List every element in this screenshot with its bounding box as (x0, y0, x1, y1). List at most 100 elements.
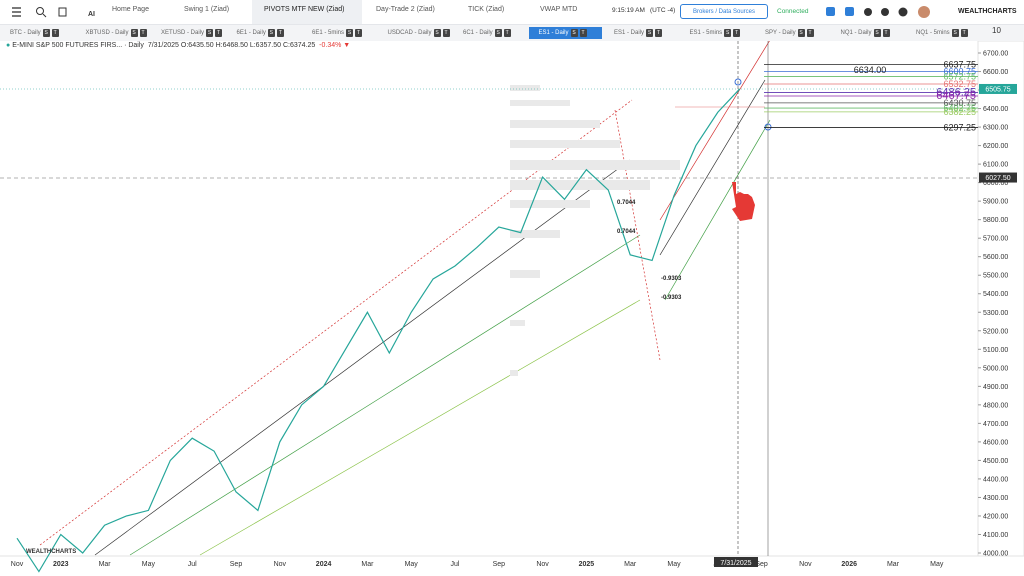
clock: 9:15:19 AM (612, 7, 645, 14)
tab[interactable]: VWAP MTD (540, 6, 578, 13)
chart-tab-label: 6C1 - Daily (463, 30, 493, 36)
x-tick-label: Mar (887, 561, 900, 568)
high: H:6468.50 (215, 42, 248, 49)
chart-tab-label: 6E1 - 5mins (312, 30, 345, 36)
price-level-label: 6297.25 (943, 123, 976, 133)
badge: T (139, 29, 147, 37)
badge: T (733, 29, 741, 37)
y-tick-label: 4900.00 (983, 384, 1008, 391)
price-level-label: 6382.25 (943, 107, 976, 117)
chart-tab[interactable]: ES1 - Daily S T (604, 27, 677, 39)
y-tick-label: 6200.00 (983, 143, 1008, 150)
chart-tab-label: XETUSD - Daily (161, 30, 205, 36)
badge: S (646, 29, 654, 37)
ai-label: AI (88, 11, 95, 18)
x-tick-label: Sep (755, 561, 768, 568)
tab[interactable]: TICK (Ziad) (468, 6, 505, 13)
chart-tab-label: ES1 - 5mins (689, 30, 723, 36)
badge: T (51, 29, 59, 37)
y-tick-label: 4400.00 (983, 476, 1008, 483)
x-tick-label: May (142, 561, 156, 568)
y-tick-label: 6300.00 (983, 125, 1008, 132)
x-tick-label: Nov (799, 561, 812, 568)
tab-count: 10 (992, 26, 1001, 35)
y-tick-label: 5100.00 (983, 347, 1008, 354)
y-tick-label: 5500.00 (983, 273, 1008, 280)
badge: S (724, 29, 732, 37)
chart-tab[interactable]: 6E1 - 5mins S T (302, 27, 375, 39)
y-tick-label: 5900.00 (983, 199, 1008, 206)
badge: S (130, 29, 138, 37)
y-tick-label: 5400.00 (983, 291, 1008, 298)
ratio-annotation: 0.7044 (617, 200, 636, 206)
chart-tab[interactable]: 6C1 - Daily S T (453, 27, 526, 39)
chart-tab[interactable]: NQ1 - 5mins S T (906, 27, 979, 39)
y-tick-label: 6100.00 (983, 162, 1008, 169)
badge: T (276, 29, 284, 37)
chart-tab[interactable]: SPY - Daily S T (755, 27, 828, 39)
chart-tab[interactable]: BTC - Daily S T (0, 27, 73, 39)
chart-tab[interactable]: USDCAD - Daily S T (378, 27, 451, 39)
badge: T (806, 29, 814, 37)
x-tick-label: Sep (493, 561, 506, 568)
chart: 4000.00 4100.00 4200.00 4300.00 4400.00 4500.… (0, 41, 1024, 576)
chart-tab[interactable]: XBTUSD - Daily S T (76, 27, 149, 39)
tab[interactable]: Day-Trade 2 (Ziad) (376, 6, 435, 13)
chart-tab-label: ES1 - Daily (538, 30, 569, 36)
chart-tab-row: BTC - Daily S T XBTUSD - Daily S T XETUSD - Da… (0, 25, 1024, 42)
y-tick-label: 6000.00 (983, 180, 1008, 187)
badge: T (882, 29, 890, 37)
y-tick-label: 5700.00 (983, 236, 1008, 243)
badge: T (442, 29, 450, 37)
price-line (16, 88, 741, 573)
x-tick-label: Mar (99, 561, 112, 568)
cursor-date-box (714, 557, 758, 567)
chart-tab[interactable]: ES1 - 5mins S T (680, 27, 753, 39)
ratio-annotation: -0.9303 (661, 295, 682, 301)
brand: WEALTHCHARTS (958, 8, 1017, 15)
badge: T (960, 29, 968, 37)
tab[interactable]: Swing 1 (Ziad) (184, 6, 230, 13)
x-tick-label: Nov (274, 561, 287, 568)
chart-tab[interactable]: 6E1 - Daily S T (227, 27, 300, 39)
low: L:6357.50 (249, 42, 281, 49)
chart-tab-label: ES1 - Daily (614, 30, 645, 36)
badge: S (873, 29, 881, 37)
x-tick-label: 2024 (316, 561, 332, 568)
mid-level-label: 6634.00 (854, 65, 887, 75)
y-tick-label: 6700.00 (983, 51, 1008, 58)
brokers-button[interactable]: Brokers / Data Sources (680, 4, 768, 19)
chart-tab[interactable]: ES1 - Daily S T (528, 27, 602, 39)
x-tick-label: Jul (188, 561, 197, 568)
chart-tab-label: USDCAD - Daily (387, 30, 432, 36)
chart-tab-label: NQ1 - 5mins (916, 30, 950, 36)
watermark: WEALTHCHARTS (26, 549, 76, 555)
price-level-label: 6486.25 (936, 87, 976, 99)
status: Connected (777, 8, 809, 15)
chart-tab-label: BTC - Daily (10, 30, 41, 36)
x-tick-label: May (405, 561, 419, 568)
y-tick-label: 4200.00 (983, 513, 1008, 520)
y-tick-label: 4700.00 (983, 421, 1008, 428)
tab[interactable]: PIVOTS MTF NEW (Ziad) (252, 0, 362, 24)
price-level-label: 6572.75 (943, 72, 976, 82)
x-tick-label: Nov (536, 561, 549, 568)
y-tick-label: 5300.00 (983, 310, 1008, 317)
chart-tab[interactable]: NQ1 - Daily S T (831, 27, 904, 39)
timezone: (UTC -4) (650, 7, 676, 14)
x-tick-label: Nov (11, 561, 24, 568)
tab[interactable]: Home Page (112, 6, 149, 13)
y-tick-label: 5800.00 (983, 217, 1008, 224)
chart-tab-label: 6E1 - Daily (236, 30, 266, 36)
price-level-label: 6600.75 (943, 66, 976, 76)
y-tick-label: 4800.00 (983, 402, 1008, 409)
price-level-label: 6532.75 (943, 79, 976, 89)
badge: S (433, 29, 441, 37)
close: C:6374.25 (282, 42, 316, 49)
cursor-hand (732, 182, 755, 221)
chart-tab[interactable]: XETUSD - Daily S T (151, 27, 224, 39)
price-level-label: 6402.75 (943, 103, 976, 113)
axis-price-box (979, 172, 1017, 183)
toolbar-icons: AI (12, 7, 95, 18)
